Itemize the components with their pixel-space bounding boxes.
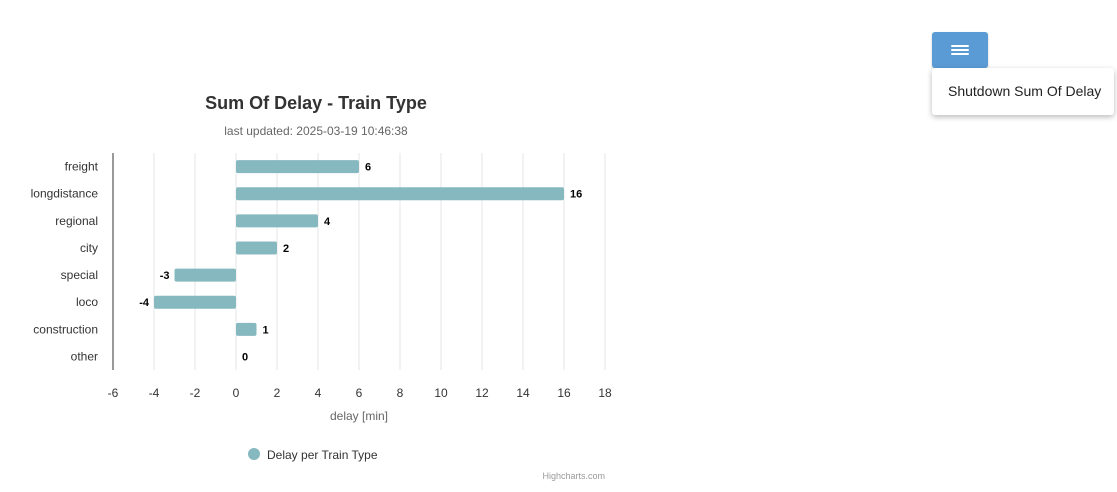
legend-label: Delay per Train Type bbox=[267, 448, 378, 462]
x-tick-label: -4 bbox=[149, 386, 160, 400]
category-label: other bbox=[71, 349, 98, 363]
menu-item-shutdown[interactable]: Shutdown Sum Of Delay bbox=[948, 83, 1102, 99]
category-label: loco bbox=[76, 295, 98, 309]
x-tick-label: 12 bbox=[475, 386, 489, 400]
data-label: 6 bbox=[365, 162, 371, 174]
data-label: 0 bbox=[242, 351, 248, 363]
legend-item[interactable]: Delay per Train Type bbox=[248, 448, 378, 462]
hamburger-icon-line bbox=[951, 49, 969, 51]
hamburger-icon bbox=[951, 45, 969, 47]
bar[interactable] bbox=[154, 295, 236, 309]
x-tick-label: 2 bbox=[274, 386, 281, 400]
x-tick-label: -2 bbox=[190, 386, 201, 400]
category-label: city bbox=[80, 241, 98, 255]
chart-menu-dropdown: Shutdown Sum Of Delay bbox=[932, 68, 1114, 115]
x-tick-label: 0 bbox=[233, 386, 240, 400]
x-tick-label: 10 bbox=[434, 386, 448, 400]
x-tick-label: 8 bbox=[397, 386, 404, 400]
data-label: -4 bbox=[139, 297, 150, 309]
data-label: 2 bbox=[283, 243, 289, 255]
x-tick-label: 18 bbox=[598, 386, 612, 400]
bar[interactable] bbox=[236, 214, 318, 228]
bar[interactable] bbox=[236, 187, 564, 201]
x-axis-title: delay [min] bbox=[330, 409, 388, 423]
x-tick-label: 4 bbox=[315, 386, 322, 400]
category-label: special bbox=[61, 268, 98, 282]
data-label: 1 bbox=[263, 324, 269, 336]
x-tick-label: 16 bbox=[557, 386, 571, 400]
hamburger-icon-line bbox=[951, 53, 969, 55]
data-labels: 6 16 4 2 -3 -4 1 0 bbox=[139, 162, 582, 364]
grid-lines bbox=[153, 153, 606, 370]
x-axis-ticks: -6 -4 -2 0 2 4 6 8 10 12 14 16 18 bbox=[108, 386, 612, 400]
bar[interactable] bbox=[236, 160, 359, 174]
category-label: construction bbox=[33, 322, 98, 336]
chart-subtitle: last updated: 2025-03-19 10:46:38 bbox=[224, 124, 408, 138]
bar[interactable] bbox=[174, 268, 237, 282]
x-tick-label: 6 bbox=[356, 386, 363, 400]
data-label: -3 bbox=[160, 270, 170, 282]
chart-menu-button[interactable] bbox=[932, 32, 988, 68]
category-label: regional bbox=[55, 214, 98, 228]
category-label: longdistance bbox=[31, 187, 99, 201]
legend-marker bbox=[248, 448, 260, 460]
x-tick-label: -6 bbox=[108, 386, 119, 400]
data-label: 16 bbox=[570, 189, 582, 201]
bar[interactable] bbox=[236, 241, 277, 255]
category-labels: freight longdistance regional city special lo… bbox=[31, 160, 99, 364]
category-label: freight bbox=[65, 160, 99, 174]
bar[interactable] bbox=[236, 322, 257, 336]
credits-link[interactable]: Highcharts.com bbox=[542, 471, 605, 481]
data-label: 4 bbox=[324, 216, 331, 228]
bars bbox=[154, 160, 564, 336]
chart-title: Sum Of Delay - Train Type bbox=[205, 93, 427, 113]
x-tick-label: 14 bbox=[516, 386, 530, 400]
